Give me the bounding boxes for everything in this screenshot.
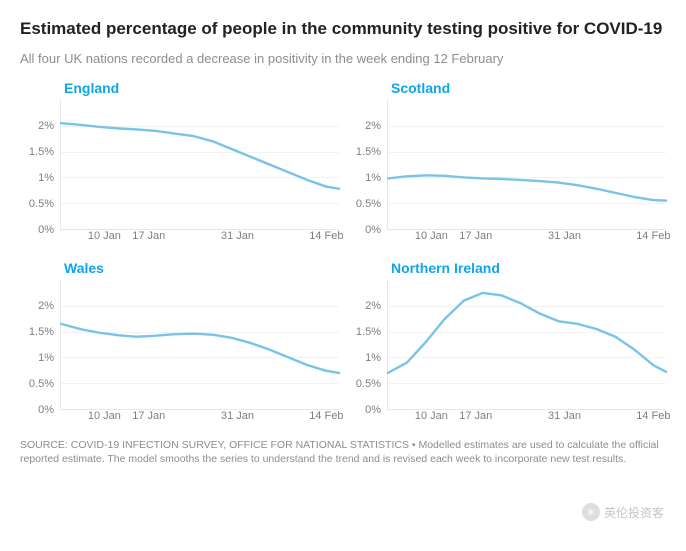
y-tick-label: 0% [38,224,54,236]
y-tick-label: 0% [365,224,381,236]
x-tick-label: 14 Feb [309,410,343,422]
y-axis: 2%1.5%1%0.5%0% [347,100,387,230]
y-tick-label: 1.5% [356,146,381,158]
x-tick-label: 10 Jan [88,410,121,422]
x-tick-label: 14 Feb [309,230,343,242]
line-svg [61,280,339,409]
x-tick-label: 10 Jan [88,230,121,242]
y-axis: 2%1.5%1%0.5%0% [347,280,387,410]
line-svg [388,100,666,229]
y-tick-label: 2% [38,120,54,132]
y-tick-label: 0% [38,404,54,416]
x-tick-label: 17 Jan [459,410,492,422]
y-tick-label: 1% [38,352,54,364]
watermark: ✳ 英伦投资客 [582,503,664,521]
chart-title: Estimated percentage of people in the co… [20,18,666,41]
x-axis: 10 Jan17 Jan31 Jan14 Feb [387,410,666,426]
panel-title: Wales [64,260,339,276]
y-tick-label: 1.5% [356,326,381,338]
series-line [388,175,666,200]
y-axis: 2%1.5%1%0.5%0% [20,100,60,230]
y-tick-label: 1% [365,172,381,184]
line-svg [61,100,339,229]
line-svg [388,280,666,409]
plot-area [60,100,339,230]
y-tick-label: 1% [38,172,54,184]
y-tick-label: 2% [365,300,381,312]
series-line [61,123,339,189]
x-tick-label: 17 Jan [459,230,492,242]
y-tick-label: 0.5% [356,378,381,390]
panel-england: England2%1.5%1%0.5%0%10 Jan17 Jan31 Jan1… [20,80,339,246]
x-tick-label: 10 Jan [415,410,448,422]
x-tick-label: 31 Jan [548,230,581,242]
y-tick-label: 0% [365,404,381,416]
panel-scotland: Scotland 2% 1.5% 1% 0.5% 0% 10 Jan 17 Jan 31 Jan… [347,80,666,246]
y-axis: 2%1.5%1%0.5%0% [20,280,60,410]
panel-wales: Wales2%1.5%1%0.5%0%10 Jan17 Jan31 Jan14 … [20,260,339,426]
y-tick-label: 0.5% [29,198,54,210]
x-tick-label: 14 Feb [636,230,670,242]
chart-subtitle: All four UK nations recorded a decrease … [20,51,666,66]
panel-title: Scotland [391,80,666,96]
plot-area [60,280,339,410]
plot-area [387,100,666,230]
x-tick-label: 17 Jan [132,230,165,242]
x-tick-label: 31 Jan [221,410,254,422]
series-line [61,324,339,373]
x-axis: 10 Jan17 Jan31 Jan14 Feb [60,230,339,246]
y-tick-label: 1.5% [29,326,54,338]
y-tick-label: 0.5% [29,378,54,390]
plot-area [387,280,666,410]
y-tick-label: 1.5% [29,146,54,158]
x-tick-label: 31 Jan [548,410,581,422]
y-tick-label: 2% [365,120,381,132]
panel-title: England [64,80,339,96]
x-axis: 10 Jan17 Jan31 Jan14 Feb [387,230,666,246]
x-tick-label: 17 Jan [132,410,165,422]
wechat-icon: ✳ [582,503,600,521]
panel-title: Northern Ireland [391,260,666,276]
watermark-text: 英伦投资客 [604,504,664,521]
x-tick-label: 14 Feb [636,410,670,422]
x-axis: 10 Jan17 Jan31 Jan14 Feb [60,410,339,426]
y-tick-label: 2% [38,300,54,312]
y-tick-label: 1% [365,352,381,364]
x-tick-label: 10 Jan [415,230,448,242]
series-line [388,293,666,373]
panel-northern-ireland: Northern Ireland 2% 1.5% 1% 0.5% 0% 10 Jan 17 J… [347,260,666,426]
y-tick-label: 0.5% [356,198,381,210]
source-footer: SOURCE: COVID-19 INFECTION SURVEY, OFFIC… [20,438,666,466]
small-multiples-grid: England 2% 1.5% 1% 0.5% 0% 10 Jan 17 Jan 31 Jan 1… [20,80,666,426]
x-tick-label: 31 Jan [221,230,254,242]
